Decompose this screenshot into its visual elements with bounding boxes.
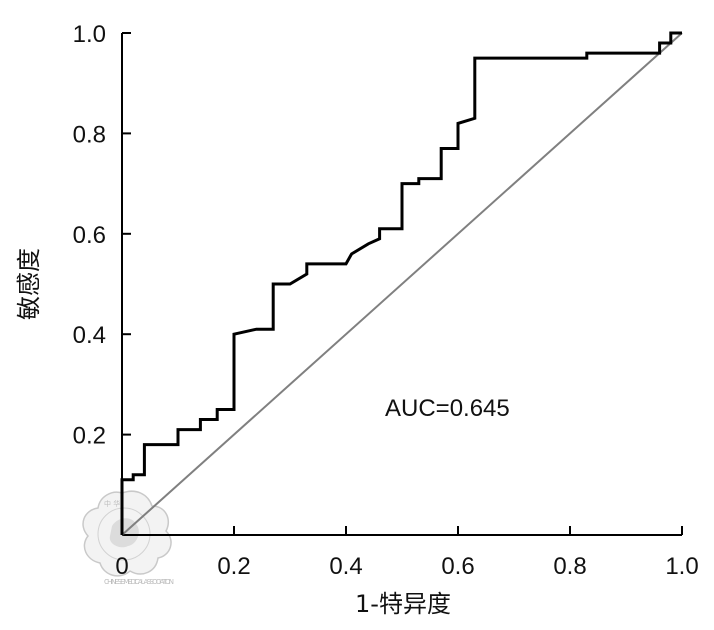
- y-axis-title: 敏感度: [15, 248, 43, 320]
- x-tick-label-5: 1.0: [665, 553, 698, 580]
- reference-diagonal-line: [121, 32, 683, 536]
- x-tick-label-0: 0: [115, 553, 128, 580]
- y-tick-label-0: 0.2: [73, 423, 106, 450]
- watermark-arc-text: CHINESE MEDICAL ASSOCIATION: [104, 578, 174, 586]
- y-tick-label-3: 0.8: [73, 121, 106, 148]
- x-axis-title: 1-特异度: [355, 590, 451, 618]
- roc-curve-line: [120, 31, 682, 535]
- watermark-top-text: 中 华: [104, 499, 120, 508]
- y-tick-label-4: 1.0: [73, 21, 106, 48]
- x-tick-label-1: 0.2: [217, 553, 250, 580]
- x-tick-label-3: 0.6: [441, 553, 474, 580]
- x-tick-label-2: 0.4: [329, 553, 362, 580]
- axis-ticks: [121, 32, 683, 535]
- y-tick-label-2: 0.6: [73, 222, 106, 249]
- watermark-seal: 中 华 CHINESE MEDICAL ASSOCIATION: [82, 490, 174, 586]
- x-tick-label-4: 0.8: [553, 553, 586, 580]
- axis-tick-labels: 0 0.2 0.4 0.6 0.8 1.0 0.2 0.4 0.6 0.8 1.0: [73, 21, 699, 580]
- y-tick-label-1: 0.4: [73, 322, 106, 349]
- auc-annotation: AUC=0.645: [385, 395, 510, 422]
